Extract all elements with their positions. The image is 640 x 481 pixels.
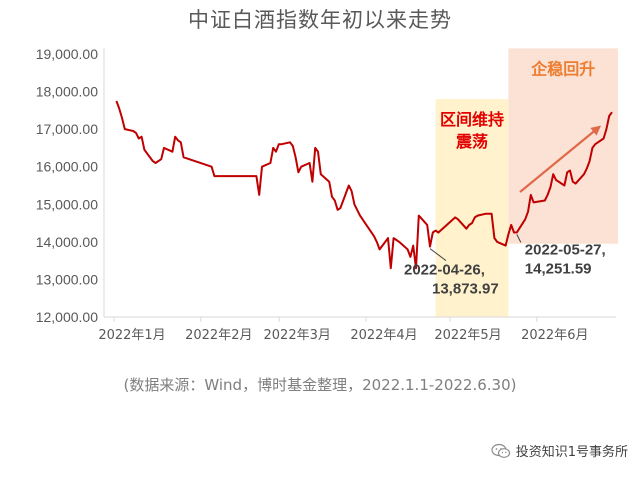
y-tick-label: 15,000.00: [36, 196, 98, 212]
y-tick-label: 13,000.00: [36, 271, 98, 287]
annotation-label-0: 2022-04-26,: [404, 262, 485, 279]
region-label-0-0: 区间维持: [440, 110, 504, 129]
y-tick-label: 14,000.00: [36, 234, 98, 250]
x-tick-label: 2022年4月: [350, 328, 417, 343]
y-tick-label: 18,000.00: [36, 84, 98, 100]
series-line: [115, 100, 613, 270]
region-box-0: [435, 99, 509, 317]
region-label-1-0: 企稳回升: [530, 59, 595, 78]
region-box-1: [508, 48, 618, 244]
y-tick-label: 12,000.00: [36, 309, 98, 325]
x-tick-label: 2022年2月: [185, 328, 252, 343]
x-tick-label: 2022年6月: [521, 328, 588, 343]
annotation-label-0: 13,873.97: [432, 281, 499, 298]
y-tick-label: 16,000.00: [36, 159, 98, 175]
x-tick-label: 2022年3月: [264, 328, 331, 343]
watermark-text: 投资知识1号事务所: [515, 445, 628, 460]
annotation-label-1: 14,251.59: [525, 260, 592, 277]
annotation-leader-0: [429, 248, 447, 261]
y-tick-label: 19,000.00: [36, 46, 98, 62]
region-label-0-1: 震荡: [455, 132, 488, 151]
chart-title: 中证白酒指数年初以来走势: [188, 8, 452, 32]
trend-arrow: [519, 125, 602, 193]
watermark: 投资知识1号事务所: [491, 441, 628, 460]
wechat-icon: [491, 443, 510, 458]
y-tick-label: 17,000.00: [36, 121, 98, 137]
x-tick-label: 2022年5月: [434, 328, 501, 343]
annotation-leader-1: [516, 234, 522, 243]
source-note: (数据来源：Wind，博时基金整理，2022.1.1-2022.6.30): [123, 376, 517, 394]
x-tick-label: 2022年1月: [98, 328, 165, 343]
annotation-label-1: 2022-05-27,: [525, 241, 606, 258]
